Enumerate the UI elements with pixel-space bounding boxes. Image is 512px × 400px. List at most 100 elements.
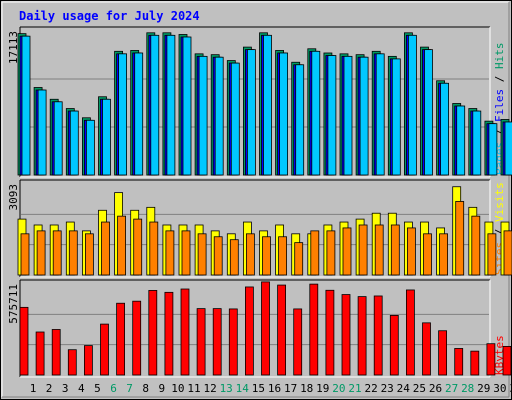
bar-kbytes-day-13 [212,308,222,376]
bar-kbytes-day-17 [277,284,287,376]
x-tick-label-day-27: 27 [445,382,458,395]
bar-kbytes-day-3 [51,329,61,376]
bar-kbytes-day-21 [341,294,351,376]
x-tick-label-day-14: 14 [236,382,250,395]
bar-pages-day-11 [182,36,192,176]
bar-sites-day-24 [390,224,400,276]
bar-sites-day-10 [165,230,175,276]
bar-sites-day-25 [406,227,416,276]
bar-sites-day-30 [487,233,497,276]
legend-part: / [493,69,506,89]
series-kbytes [19,281,512,376]
bar-pages-day-20 [327,55,337,176]
x-tick-label-day-16: 16 [268,382,281,395]
bar-kbytes-day-26 [422,322,431,376]
bar-kbytes-day-25 [405,289,415,376]
x-tick-label-day-25: 25 [413,382,426,395]
bar-kbytes-day-10 [164,291,174,376]
x-tick-label-day-17: 17 [284,382,297,395]
bar-pages-day-31 [504,121,512,176]
bar-pages-day-13 [214,56,224,176]
bar-sites-day-29 [471,215,481,276]
x-tick-label-day-20: 20 [332,382,345,395]
x-tick-label-day-5: 5 [94,382,101,395]
x-tick-label-day-6: 6 [110,382,117,395]
bar-pages-day-22 [359,56,369,176]
x-tick-label-day-26: 26 [429,382,442,395]
bar-kbytes-day-5 [84,345,93,376]
bar-pages-day-23 [375,53,385,176]
bar-kbytes-day-8 [132,300,142,376]
x-tick-label-day-31: 31 [509,382,512,395]
bar-pages-day-28 [456,105,466,176]
bar-sites-day-1 [20,233,30,276]
bar-kbytes-day-22 [357,296,367,376]
bar-pages-day-19 [311,50,321,176]
bar-sites-day-28 [455,201,465,276]
bar-sites-day-16 [262,236,271,276]
x-tick-label-day-19: 19 [316,382,329,395]
chart-title: Daily usage for July 2024 [19,9,200,23]
bar-kbytes-day-24 [389,315,399,376]
bar-kbytes-day-7 [116,302,125,376]
bar-sites-day-17 [278,236,288,276]
bar-pages-day-29 [472,110,482,176]
bar-pages-day-6 [102,98,111,176]
bar-pages-day-14 [230,62,240,176]
x-tick-label-day-24: 24 [397,382,411,395]
bar-sites-day-19 [310,230,320,276]
bar-kbytes-day-30 [486,343,496,376]
bar-sites-day-12 [197,233,207,276]
bar-kbytes-day-2 [35,331,45,376]
bar-kbytes-day-16 [261,281,270,376]
bar-sites-day-6 [101,221,110,276]
bar-pages-day-8 [134,52,144,176]
x-tick-label-day-3: 3 [62,382,69,395]
bar-sites-day-31 [503,230,512,276]
bar-pages-day-21 [343,55,353,176]
x-tick-label-day-15: 15 [252,382,265,395]
bar-kbytes-day-20 [325,289,335,376]
x-tick-label-day-1: 1 [30,382,37,395]
x-tick-label-day-8: 8 [142,382,149,395]
legend-part: Hits [493,43,506,70]
bar-kbytes-day-28 [454,348,464,376]
series-pages [21,34,512,176]
bar-kbytes-day-29 [470,350,480,376]
x-tick-label-day-7: 7 [126,382,133,395]
bar-kbytes-day-19 [309,283,319,376]
x-tick-label-day-28: 28 [461,382,474,395]
bar-kbytes-day-18 [293,308,303,376]
bar-sites-day-5 [85,233,94,276]
legend-part: Visits [493,182,506,222]
bar-sites-day-3 [52,230,62,276]
bar-kbytes-day-12 [196,308,206,376]
bar-sites-day-26 [423,233,432,276]
bar-pages-day-3 [53,101,63,176]
x-tick-label-day-10: 10 [171,382,184,395]
bar-pages-day-1 [21,35,31,176]
bar-sites-day-23 [374,224,384,276]
bar-pages-day-7 [118,53,127,176]
x-tick-label-day-29: 29 [477,382,490,395]
bar-kbytes-day-23 [373,295,383,376]
bar-kbytes-day-31 [502,345,512,376]
bar-kbytes-day-11 [180,288,190,376]
bar-sites-day-15 [245,233,255,276]
bar-pages-day-25 [407,34,417,176]
bar-pages-day-9 [150,34,160,176]
x-tick-label-day-12: 12 [203,382,216,395]
bar-kbytes-day-14 [228,308,238,376]
bar-sites-day-2 [36,230,46,276]
x-tick-label-day-2: 2 [46,382,53,395]
x-tick-label-day-9: 9 [158,382,165,395]
bar-kbytes-day-9 [148,290,158,376]
x-tick-label-day-4: 4 [78,382,85,395]
bar-pages-day-15 [246,49,256,176]
y-max-label: 575711 [7,284,20,324]
bar-pages-day-4 [69,110,79,176]
x-tick-label-day-18: 18 [300,382,313,395]
bar-kbytes-day-1 [19,306,29,376]
